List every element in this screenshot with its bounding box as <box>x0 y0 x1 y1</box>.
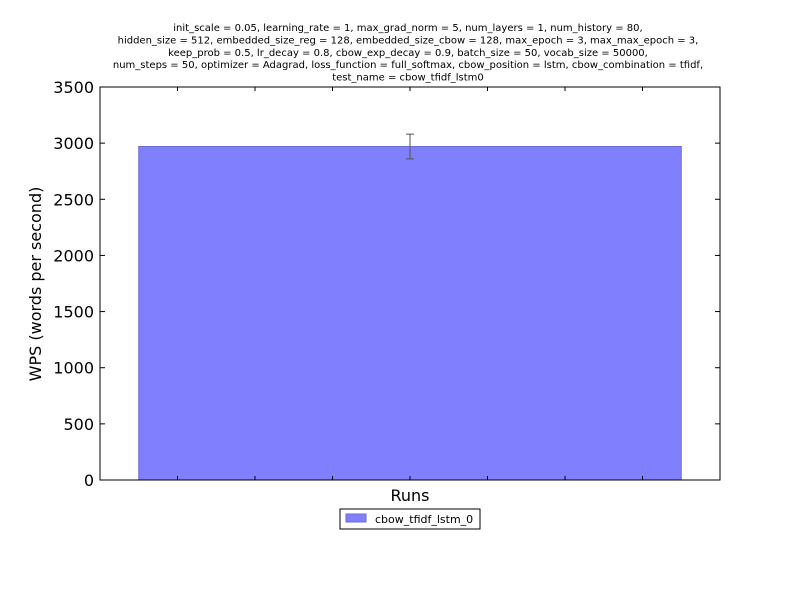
legend-label: cbow_tfidf_lstm_0 <box>375 513 473 526</box>
title-line: num_steps = 50, optimizer = Adagrad, los… <box>113 60 703 71</box>
y-tick-label: 1500 <box>53 303 94 322</box>
title-line: test_name = cbow_tfidf_lstm0 <box>332 73 484 84</box>
chart-title: init_scale = 0.05, learning_rate = 1, ma… <box>113 23 703 84</box>
y-axis-label: WPS (words per second) <box>26 187 45 382</box>
y-tick-label: 3000 <box>53 134 94 153</box>
title-line: hidden_size = 512, embedded_size_reg = 1… <box>118 35 699 46</box>
y-tick-label: 0 <box>84 471 94 490</box>
legend-swatch <box>345 513 367 523</box>
y-tick-label: 3500 <box>53 78 94 97</box>
error-bar <box>406 133 414 160</box>
y-tick-label: 500 <box>63 415 94 434</box>
y-axis-ticks: 0 500 1000 1500 2000 2500 3000 3500 <box>53 78 720 490</box>
x-axis-label: Runs <box>390 486 429 505</box>
legend-box <box>339 508 481 530</box>
legend: cbow_tfidf_lstm_0 <box>339 508 481 530</box>
y-tick-label: 2500 <box>53 190 94 209</box>
plot-area <box>99 86 721 481</box>
title-line: keep_prob = 0.5, lr_decay = 0.8, cbow_ex… <box>168 48 648 59</box>
y-tick-label: 2000 <box>53 246 94 265</box>
title-line: init_scale = 0.05, learning_rate = 1, ma… <box>173 23 642 34</box>
bar <box>138 146 682 481</box>
x-axis-ticks <box>177 87 643 480</box>
y-tick-label: 1000 <box>53 359 94 378</box>
